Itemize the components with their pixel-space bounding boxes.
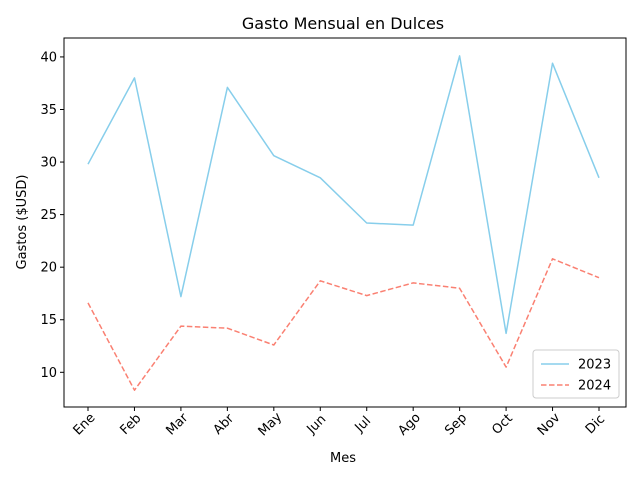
x-tick-label: Dic — [583, 412, 608, 437]
y-tick-label: 25 — [40, 208, 57, 223]
x-tick-label: Ago — [396, 410, 424, 438]
x-tick-label: Oct — [489, 411, 516, 438]
series-line-2024 — [87, 258, 600, 391]
axes: Ene Feb Mar Abr May Jun Jul Ago Sep Oct Nov Dic 10 15… — [40, 50, 608, 439]
y-tick-label: 40 — [40, 50, 57, 65]
x-tick-label: Ene — [71, 411, 99, 439]
chart-title: Gasto Mensual en Dulces — [242, 14, 444, 33]
y-axis-label: Gastos ($USD) — [15, 175, 30, 270]
y-tick-label: 35 — [40, 103, 57, 118]
y-tick-label: 30 — [40, 156, 57, 171]
series-line-2023 — [87, 55, 600, 335]
x-tick-label: Nov — [535, 410, 564, 439]
x-tick-label: Feb — [118, 411, 145, 438]
x-axis-label: Mes — [330, 451, 356, 466]
x-tick-label: May — [256, 410, 286, 440]
x-tick-label: Abr — [211, 411, 238, 438]
legend-label: 2023 — [578, 358, 611, 373]
x-tick-label: Mar — [163, 410, 191, 438]
x-tick-label: Jun — [304, 412, 330, 438]
x-tick-label: Jul — [352, 414, 374, 436]
y-tick-label: 10 — [40, 366, 57, 381]
plot-frame — [63, 37, 627, 408]
y-tick-label: 15 — [40, 313, 57, 328]
legend: 2023 2024 — [532, 349, 620, 399]
y-tick-label: 20 — [40, 261, 57, 276]
legend-box — [532, 349, 620, 399]
plot-area — [87, 55, 600, 391]
x-tick-label: Sep — [442, 411, 470, 439]
legend-label: 2024 — [578, 379, 611, 394]
